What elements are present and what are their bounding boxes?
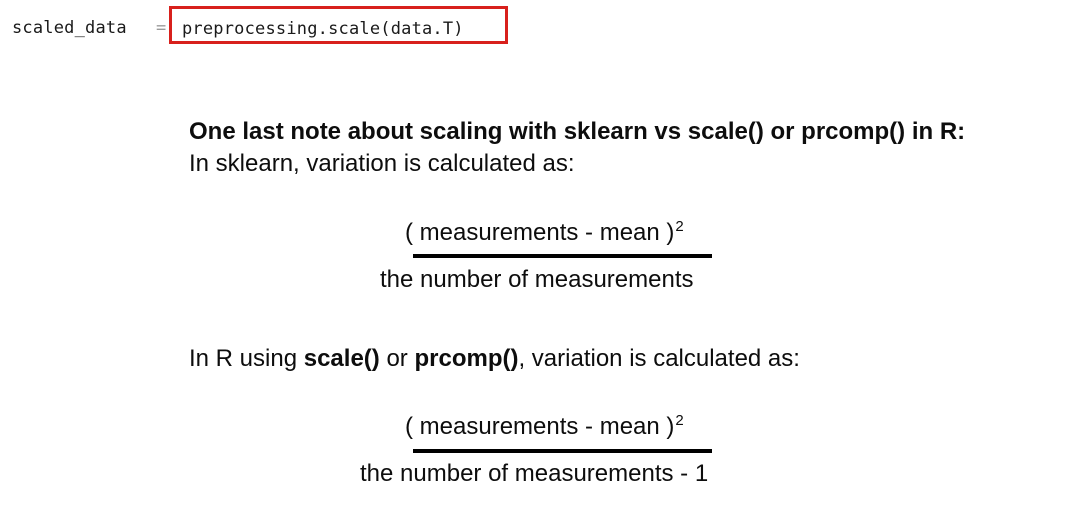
- formula-denominator: the number of measurements - 1: [360, 460, 709, 487]
- exponent: 2: [675, 218, 684, 235]
- sklearn-note: In sklearn, variation is calculated as:: [189, 150, 575, 177]
- fraction-bar: [413, 449, 712, 453]
- code-variable: scaled_data: [12, 18, 127, 38]
- r-note-or: or: [379, 345, 415, 372]
- fraction-bar: [413, 254, 712, 258]
- r-note: In R using scale() or prcomp(), variatio…: [189, 345, 800, 373]
- formula-denominator: the number of measurements: [380, 266, 694, 293]
- formula-numerator: ( measurements - mean )2: [405, 412, 684, 441]
- exponent: 2: [675, 412, 684, 429]
- r-note-prcomp: prcomp(): [414, 345, 519, 372]
- formula-numerator: ( measurements - mean )2: [405, 218, 684, 247]
- r-note-scale: scale(): [303, 345, 380, 372]
- note-title: One last note about scaling with sklearn…: [189, 118, 966, 145]
- numerator-text: ( measurements - mean ): [405, 413, 675, 440]
- highlight-box: preprocessing.scale(data.T): [169, 6, 508, 44]
- r-note-prefix: In R using: [189, 345, 304, 372]
- code-expression: preprocessing.scale(data.T): [182, 19, 464, 39]
- code-operator: =: [156, 18, 167, 38]
- numerator-text: ( measurements - mean ): [405, 219, 675, 246]
- r-note-suffix: , variation is calculated as:: [518, 345, 800, 372]
